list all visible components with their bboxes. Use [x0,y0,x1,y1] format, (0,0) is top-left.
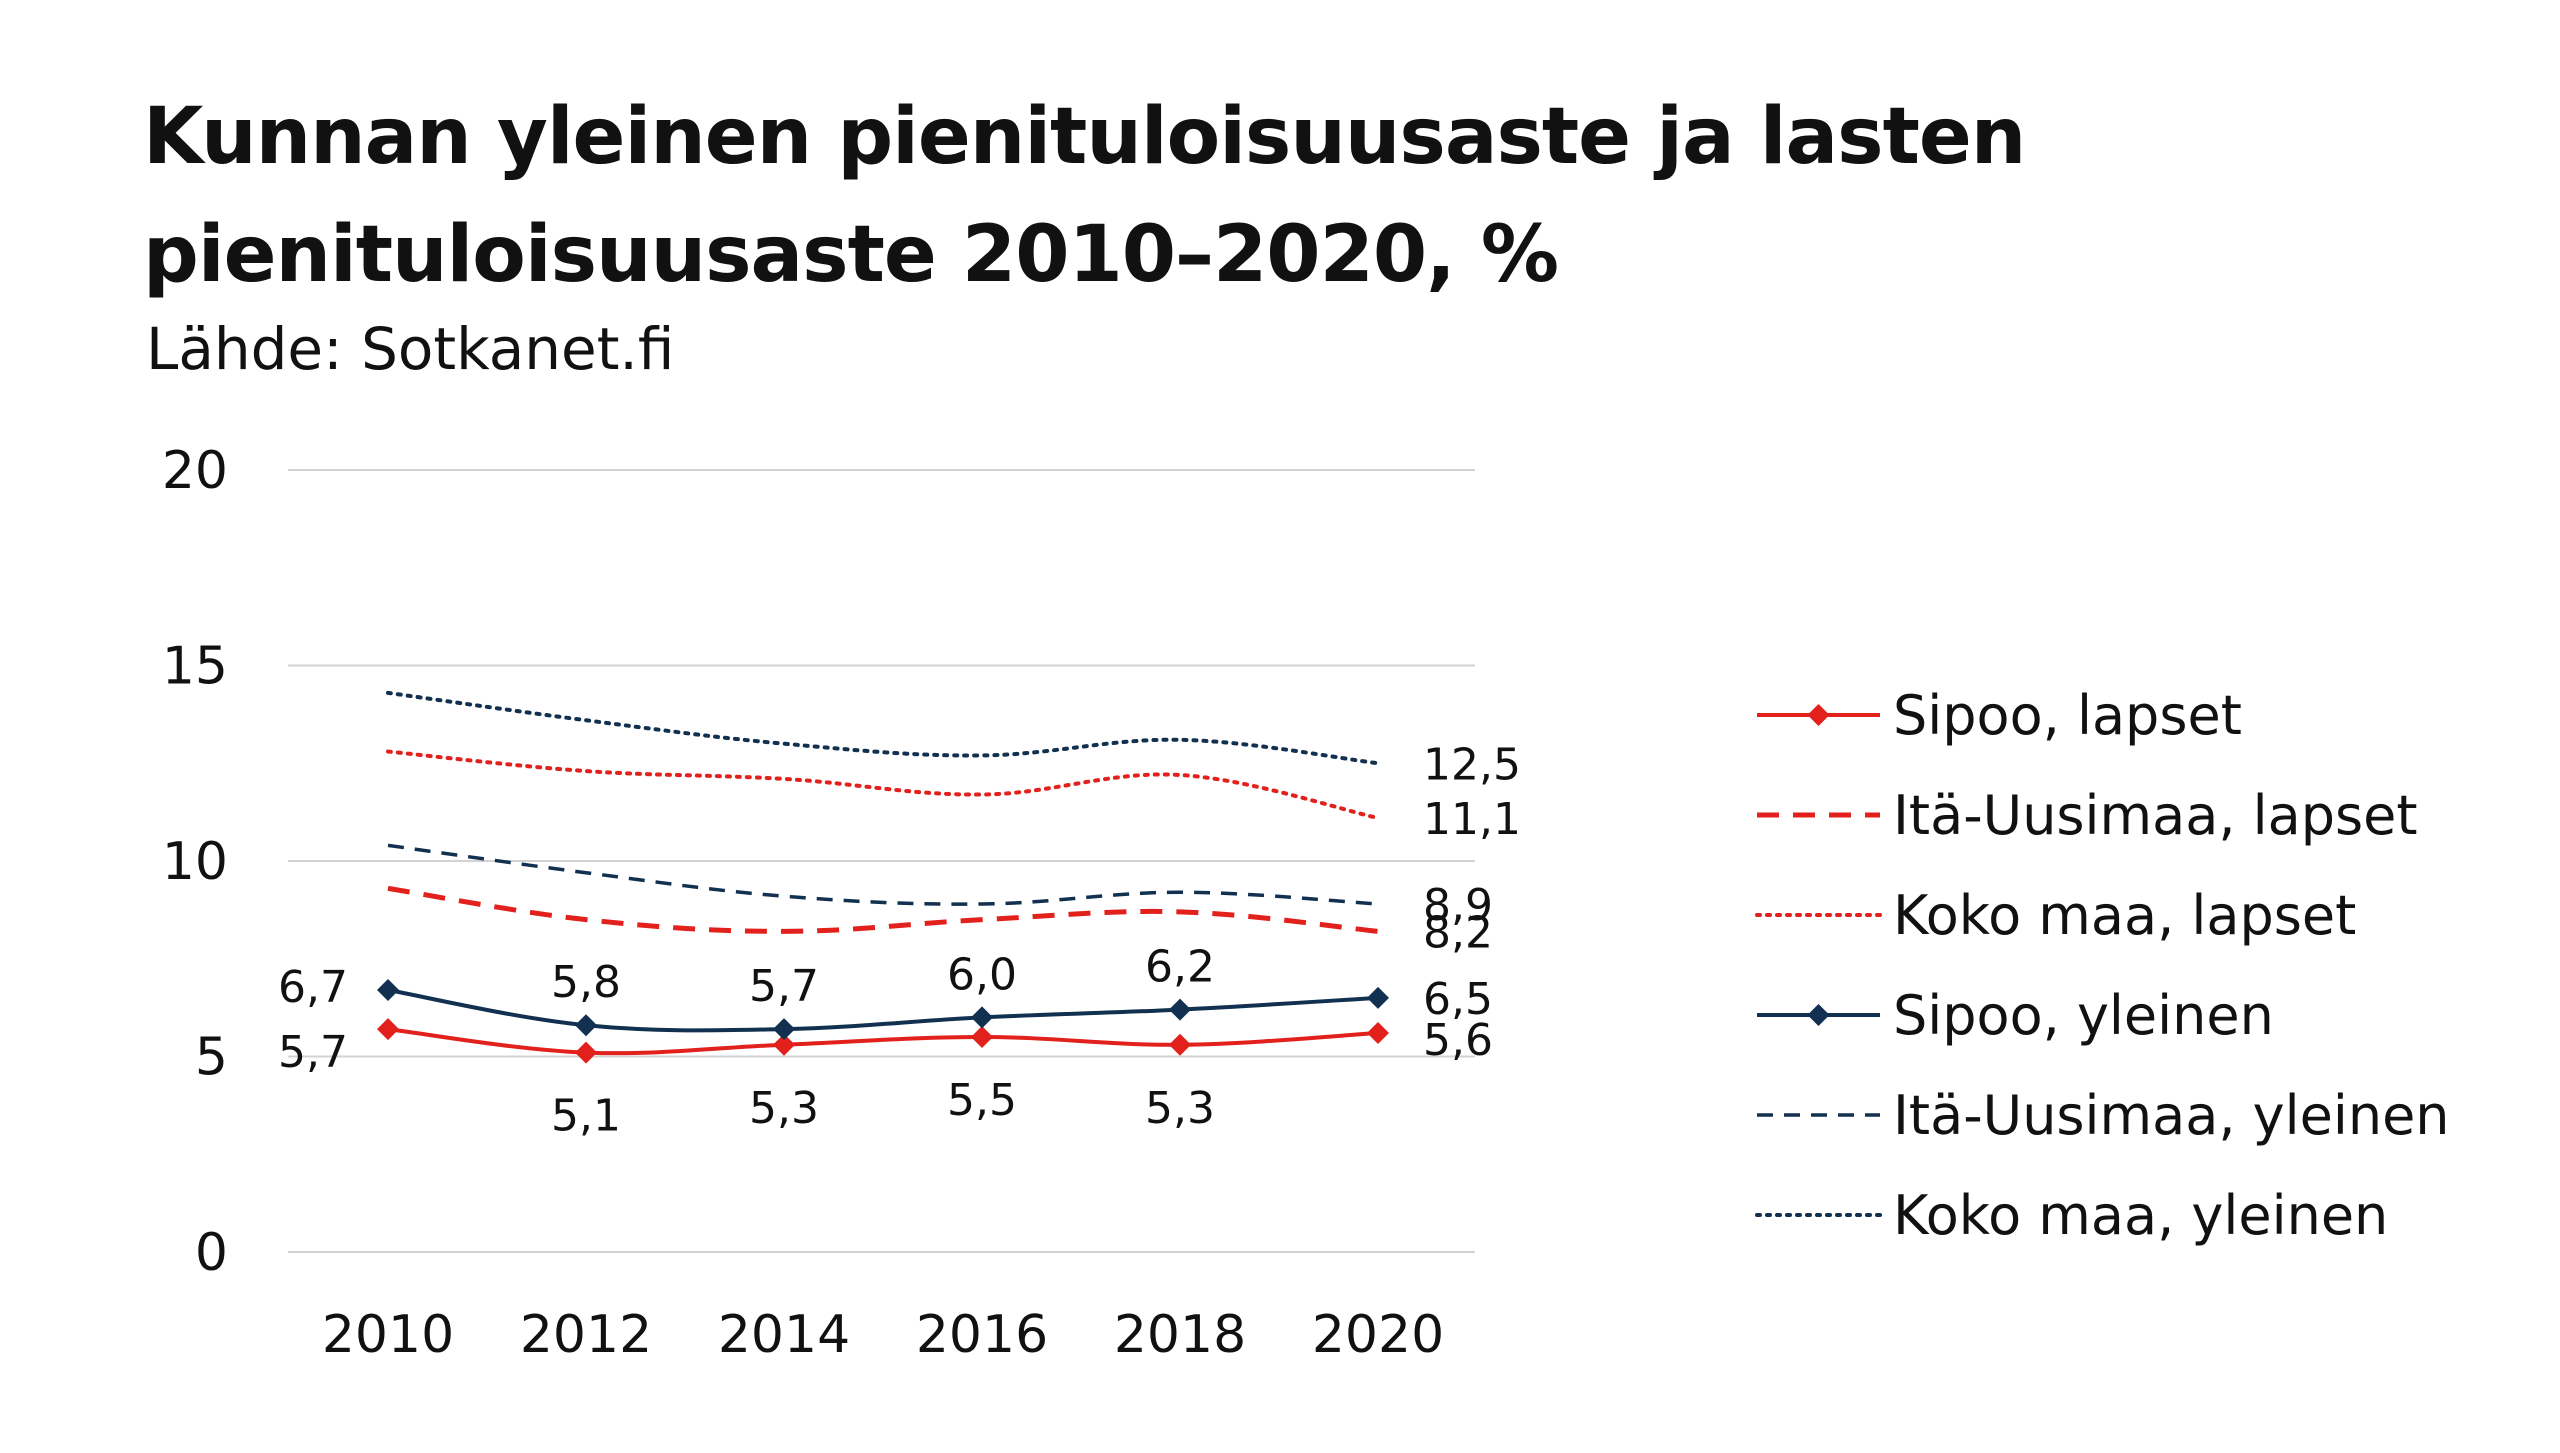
chart-title: Kunnan yleinen pienituloisuusaste ja las… [143,78,2343,314]
data-label: 5,7 [749,961,819,1012]
y-tick-label: 20 [162,441,228,501]
data-point-marker [971,1006,993,1029]
data-label: 5,8 [551,957,621,1008]
legend-marker [1807,704,1830,726]
series-line [387,1027,1379,1056]
x-tick-label: 2020 [1312,1305,1444,1365]
data-point-marker [575,1041,597,1064]
data-point-marker [377,1018,399,1041]
legend-marker [1807,1004,1830,1026]
legend-label: Koko maa, lapset [1893,884,2356,947]
data-label: 6,7 [278,962,348,1013]
chart-title-line-2: pienituloisuusaste 2010–2020, % [143,210,1559,300]
data-label: 5,1 [551,1091,621,1142]
legend-label: Sipoo, yleinen [1893,984,2274,1047]
y-axis-ticks: 0 5 10 15 20 [162,441,228,1283]
chart-title-line-1: Kunnan yleinen pienituloisuusaste ja las… [143,92,2026,182]
series-line [386,749,1380,820]
legend-item: Itä-Uusimaa, lapset [1757,784,2418,847]
legend-label: Itä-Uusimaa, yleinen [1893,1084,2450,1147]
chart-source: Lähde: Sotkanet.fi [146,315,675,383]
series-line [387,988,1379,1033]
data-label: 6,0 [947,949,1017,1000]
data-point-marker [773,1033,795,1056]
data-label: 6,2 [1145,942,1215,993]
legend-item: Sipoo, lapset [1757,684,2242,747]
legend-label: Sipoo, lapset [1893,684,2242,747]
data-label: 8,2 [1423,907,1493,958]
data-label: 5,3 [749,1083,819,1134]
data-point-marker [1367,986,1389,1009]
data-label: 6,5 [1423,974,1493,1025]
legend-item: Koko maa, yleinen [1755,1184,2388,1247]
legend-item: Sipoo, yleinen [1757,984,2274,1047]
data-label: 5,3 [1145,1083,1215,1134]
series-line [386,690,1380,766]
data-label: 5,7 [278,1027,348,1078]
data-point-marker [1367,1022,1389,1045]
x-tick-label: 2010 [322,1305,454,1365]
data-labels: 5,7 5,1 5,3 5,5 5,3 5,6 8,2 11,1 6,7 5,8 5,7 6,0 6,2… [278,739,1521,1141]
data-point-marker [773,1018,795,1041]
data-label: 11,1 [1423,794,1521,845]
data-label: 5,6 [1423,1015,1493,1066]
y-tick-label: 0 [195,1223,228,1283]
data-label: 12,5 [1423,739,1521,790]
x-tick-label: 2014 [718,1305,850,1365]
x-tick-label: 2012 [520,1305,652,1365]
grid-lines [288,469,1475,1253]
series-lines [377,690,1389,1064]
legend-item: Koko maa, lapset [1755,884,2356,947]
data-point-marker [971,1025,993,1048]
y-tick-label: 15 [162,637,228,697]
x-axis-ticks: 2010 2012 2014 2016 2018 2020 [322,1305,1444,1365]
x-tick-label: 2016 [916,1305,1048,1365]
legend-label: Itä-Uusimaa, lapset [1893,784,2418,847]
legend: Sipoo, lapset Itä-Uusimaa, lapset Koko maa… [1755,684,2450,1247]
data-point-marker [575,1014,597,1037]
data-label: 8,9 [1423,880,1493,931]
data-label: 5,5 [947,1075,1017,1126]
data-point-marker [1169,998,1191,1021]
y-tick-label: 10 [162,832,228,892]
x-tick-label: 2018 [1114,1305,1246,1365]
legend-item: Itä-Uusimaa, yleinen [1757,1084,2450,1147]
series-line [387,843,1379,906]
data-point-marker [377,979,399,1002]
data-point-marker [1169,1033,1191,1056]
legend-label: Koko maa, yleinen [1893,1184,2388,1247]
y-tick-label: 5 [195,1028,228,1088]
